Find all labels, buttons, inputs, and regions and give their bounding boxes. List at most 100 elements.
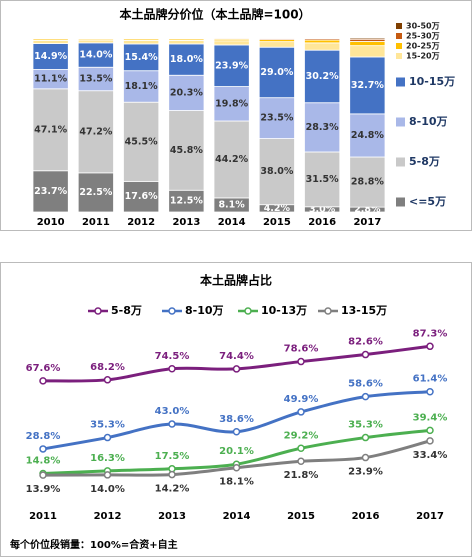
legend-label: 13-15万 xyxy=(341,304,387,317)
point xyxy=(168,365,176,373)
data-label: 28.8% xyxy=(351,177,384,188)
bar-segment xyxy=(213,86,250,122)
x-tick-label: 2017 xyxy=(353,217,381,228)
legend-marker xyxy=(168,307,176,315)
legend-label: 25-30万 xyxy=(406,32,440,41)
point xyxy=(232,428,241,436)
bar-segment xyxy=(77,172,114,213)
bar-segment xyxy=(77,39,114,44)
bar-segment xyxy=(349,45,386,58)
data-label: 49.9% xyxy=(284,394,319,405)
data-label: 29.0% xyxy=(260,67,293,78)
data-label: 14.2% xyxy=(155,484,190,495)
bar-segment xyxy=(168,40,205,45)
legend-label: 30-50万 xyxy=(406,22,440,31)
data-label: 14.9% xyxy=(34,51,67,62)
bar-segment xyxy=(349,41,386,47)
bar-segment xyxy=(304,37,341,40)
x-tick-label: 2015 xyxy=(287,511,315,522)
legend-swatch xyxy=(396,157,405,167)
legend-label: 10-15万 xyxy=(409,75,455,88)
point xyxy=(361,453,370,462)
data-label: 4.2% xyxy=(264,203,291,214)
data-label: 28.3% xyxy=(306,122,339,133)
legend-swatch xyxy=(396,197,405,207)
data-label: 8.1% xyxy=(218,199,245,210)
x-tick-label: 2014 xyxy=(223,511,251,522)
legend-label: 20-25万 xyxy=(406,42,440,51)
bar-segment xyxy=(304,39,341,44)
bar-segment xyxy=(32,88,69,172)
x-tick-label: 2011 xyxy=(29,511,57,522)
bar-segment xyxy=(304,151,341,208)
legend-label: 5-8万 xyxy=(111,304,142,317)
point xyxy=(39,445,47,453)
bar-segment xyxy=(304,102,341,153)
data-label: 61.4% xyxy=(413,374,448,385)
point xyxy=(103,433,112,442)
bar-segment xyxy=(349,156,386,208)
data-label: 74.5% xyxy=(155,351,190,362)
data-label: 33.4% xyxy=(413,450,448,461)
data-label: 18.1% xyxy=(219,477,254,488)
legend-label: 8-10万 xyxy=(185,304,224,317)
x-tick-label: 2012 xyxy=(94,511,122,522)
x-tick-label: 2013 xyxy=(158,511,186,522)
data-label: 11.1% xyxy=(34,74,67,85)
x-tick-label: 2014 xyxy=(218,217,246,228)
x-tick-label: 2016 xyxy=(352,511,380,522)
data-label: 30.2% xyxy=(306,71,339,82)
data-label: 21.8% xyxy=(284,470,319,481)
legend-swatch xyxy=(396,23,402,29)
legend-swatch xyxy=(396,53,402,59)
data-label: 20.1% xyxy=(219,446,254,457)
bar-segment xyxy=(304,49,341,104)
data-label: 18.0% xyxy=(170,54,203,65)
data-label: 58.6% xyxy=(348,379,383,390)
bar-segment xyxy=(258,41,295,48)
point xyxy=(39,471,47,479)
data-label: 16.3% xyxy=(90,453,125,464)
data-label: 31.5% xyxy=(306,174,339,185)
data-label: 45.5% xyxy=(125,136,158,147)
x-tick-label: 2013 xyxy=(172,217,200,228)
data-label: 78.6% xyxy=(284,344,319,355)
data-label: 24.8% xyxy=(351,130,384,141)
point xyxy=(426,342,434,351)
bar-segment xyxy=(258,97,295,139)
data-label: 14.0% xyxy=(90,484,125,495)
data-label: 39.4% xyxy=(413,412,448,423)
point xyxy=(103,376,112,384)
data-label: 2.8% xyxy=(354,204,381,215)
legend-label: <=5万 xyxy=(409,195,446,208)
point xyxy=(103,471,112,479)
point xyxy=(426,437,434,445)
bar-segment xyxy=(123,40,160,45)
legend-swatch xyxy=(396,77,405,87)
point xyxy=(297,357,305,366)
bar-segment xyxy=(123,70,160,103)
point xyxy=(232,463,241,472)
x-tick-label: 2010 xyxy=(37,217,65,228)
bar-segment xyxy=(258,46,295,99)
bar-segment xyxy=(213,40,250,46)
data-label: 87.3% xyxy=(413,328,448,339)
bottom-frame xyxy=(0,262,472,557)
point xyxy=(426,387,434,396)
point xyxy=(168,420,176,428)
data-label: 29.2% xyxy=(284,430,319,441)
data-label: 43.0% xyxy=(155,406,190,417)
legend-label: 10-13万 xyxy=(261,304,307,317)
data-label: 23.9% xyxy=(348,467,383,478)
data-label: 44.2% xyxy=(215,154,248,165)
legend-swatch xyxy=(396,33,402,39)
point xyxy=(361,350,370,359)
data-label: 28.8% xyxy=(26,431,61,442)
x-tick-label: 2015 xyxy=(263,217,291,228)
chart-title: 本土品牌占比 xyxy=(200,273,272,288)
data-label: 12.5% xyxy=(170,196,203,207)
data-label: 45.8% xyxy=(170,145,203,156)
data-label: 38.6% xyxy=(219,414,254,425)
bar-segment xyxy=(213,120,250,199)
